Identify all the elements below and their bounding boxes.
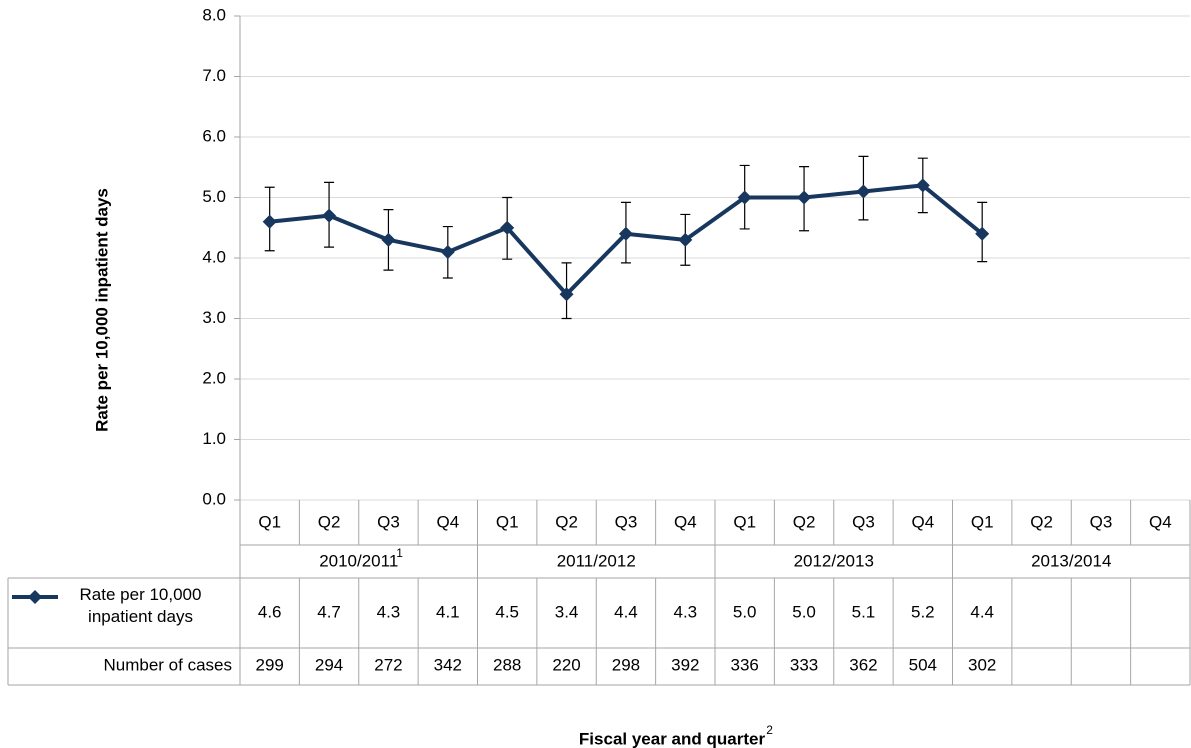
x-tick-label: Q3 <box>615 512 638 531</box>
table-value: 302 <box>968 655 996 674</box>
y-axis-title: Rate per 10,000 inpatient days <box>92 188 111 432</box>
footnote-mark: 1 <box>396 546 403 560</box>
data-point <box>262 214 277 229</box>
data-point <box>618 226 633 241</box>
table-value: 333 <box>790 655 818 674</box>
x-tick-label: Q4 <box>674 512 697 531</box>
x-tick-label: Q1 <box>496 512 519 531</box>
x-tick-label: Q4 <box>1149 512 1172 531</box>
x-tick-label: Q2 <box>1030 512 1053 531</box>
table-value: 272 <box>374 655 402 674</box>
x-tick-label: Q1 <box>258 512 281 531</box>
legend-marker <box>28 590 42 604</box>
y-tick-label: 4.0 <box>202 247 226 266</box>
table-value: 4.6 <box>258 602 282 621</box>
table-value: 3.4 <box>555 602 579 621</box>
table-value: 4.1 <box>436 602 460 621</box>
table-value: 5.0 <box>792 602 816 621</box>
data-point <box>797 190 812 205</box>
x-tick-label: Q4 <box>911 512 934 531</box>
x-tick-label: Q3 <box>1090 512 1113 531</box>
x-tick-label: Q2 <box>555 512 578 531</box>
table-value: 294 <box>315 655 343 674</box>
data-point <box>559 287 574 302</box>
group-label: 2011/2012 <box>557 551 636 570</box>
x-tick-label: Q2 <box>318 512 341 531</box>
x-tick-label: Q2 <box>793 512 816 531</box>
x-tick-label: Q1 <box>971 512 994 531</box>
table-value: 504 <box>909 655 937 674</box>
footnote-mark: 2 <box>766 723 773 737</box>
group-label: 2010/2011 <box>319 551 398 570</box>
data-point <box>440 244 455 259</box>
table-value: 4.5 <box>495 602 519 621</box>
table-value: 392 <box>671 655 699 674</box>
table-value: 342 <box>434 655 462 674</box>
data-point <box>737 190 752 205</box>
table-value: 336 <box>731 655 759 674</box>
x-tick-label: Q3 <box>377 512 400 531</box>
table-value: 5.2 <box>911 602 935 621</box>
table-value: 4.4 <box>614 602 638 621</box>
y-tick-label: 8.0 <box>202 5 226 24</box>
table-value: 299 <box>256 655 284 674</box>
table-value: 288 <box>493 655 521 674</box>
data-point <box>500 220 515 235</box>
table-value: 362 <box>849 655 877 674</box>
legend-label: Rate per 10,000 inpatient days <box>79 585 202 626</box>
y-tick-label: 0.0 <box>202 489 226 508</box>
table-value: 220 <box>552 655 580 674</box>
y-tick-label: 3.0 <box>202 308 226 327</box>
row-label: Number of cases <box>104 655 233 674</box>
table-value: 298 <box>612 655 640 674</box>
x-tick-label: Q3 <box>852 512 875 531</box>
data-point <box>856 184 871 199</box>
data-point <box>322 208 337 223</box>
table-value: 4.7 <box>317 602 341 621</box>
table-value: 4.3 <box>377 602 401 621</box>
y-tick-label: 7.0 <box>202 66 226 85</box>
table-value: 5.0 <box>733 602 757 621</box>
x-axis-title: Fiscal year and quarter <box>579 729 766 748</box>
group-label: 2012/2013 <box>794 551 874 570</box>
data-point <box>381 232 396 247</box>
x-tick-label: Q4 <box>436 512 459 531</box>
y-tick-label: 1.0 <box>202 429 226 448</box>
y-tick-label: 2.0 <box>202 368 226 387</box>
data-point <box>915 178 930 193</box>
table-value: 4.4 <box>970 602 994 621</box>
group-label: 2013/2014 <box>1031 551 1111 570</box>
data-point <box>975 226 990 241</box>
x-tick-label: Q1 <box>733 512 756 531</box>
table-value: 5.1 <box>852 602 876 621</box>
table-value: 4.3 <box>673 602 697 621</box>
y-tick-label: 6.0 <box>202 126 226 145</box>
y-tick-label: 5.0 <box>202 187 226 206</box>
data-point <box>678 232 693 247</box>
